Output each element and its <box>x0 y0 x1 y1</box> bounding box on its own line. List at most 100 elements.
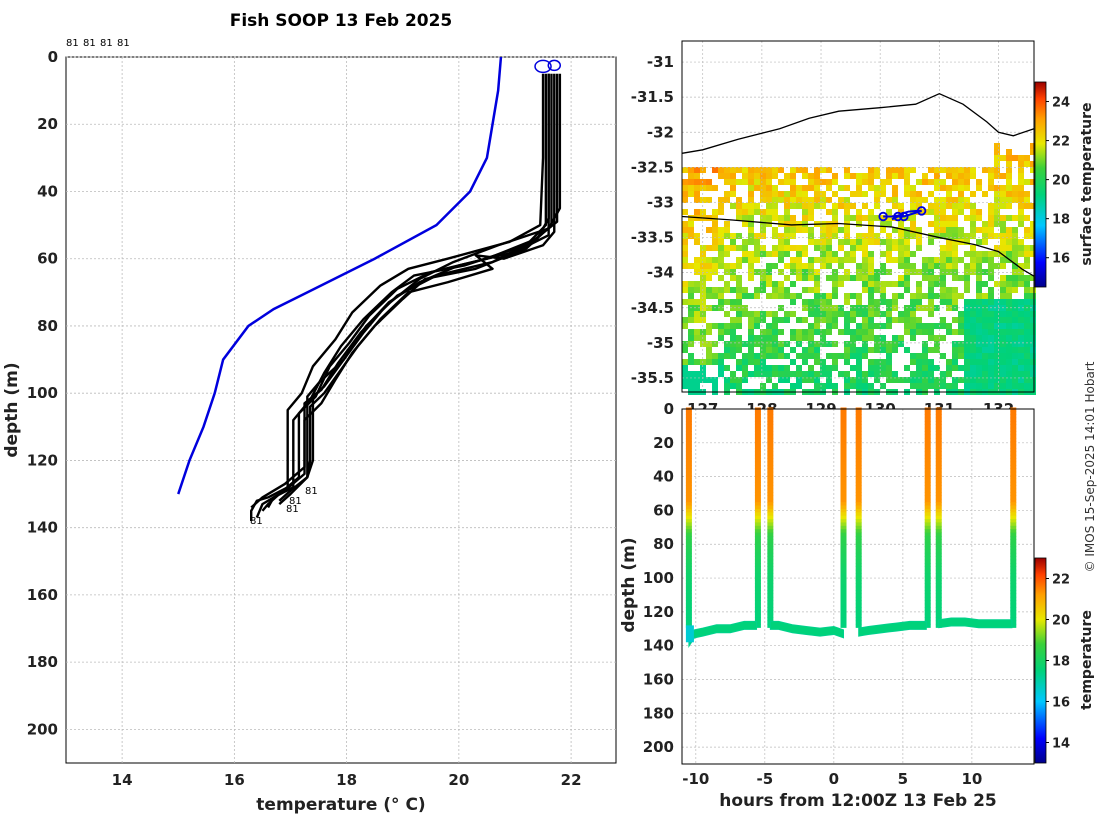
cast-sample <box>935 468 942 473</box>
sst-cell <box>910 197 916 203</box>
cast-sample <box>1010 464 1017 469</box>
sst-cell <box>724 341 730 347</box>
sst-cell <box>844 239 850 245</box>
sst-cell <box>1000 275 1006 281</box>
cast-sample <box>685 475 692 480</box>
sst-cell <box>934 257 940 263</box>
cast-sample <box>855 552 862 557</box>
sst-cell <box>964 347 970 353</box>
cast-sample <box>754 505 761 510</box>
sst-cell <box>772 329 778 335</box>
sst-cell <box>1024 281 1030 287</box>
cast-sample <box>754 414 761 419</box>
cast-sample <box>924 549 931 554</box>
sst-cell <box>982 293 988 299</box>
sst-cell <box>994 143 1000 149</box>
sst-cell <box>1030 245 1036 251</box>
cast-sample <box>924 525 931 530</box>
sst-cell <box>808 353 814 359</box>
cast-sample <box>1010 424 1017 429</box>
cast-sample <box>767 410 774 415</box>
sst-cell <box>808 287 814 293</box>
sst-cell <box>844 257 850 263</box>
sst-cell <box>760 353 766 359</box>
cast-sample <box>924 603 931 608</box>
cast-sample <box>935 539 942 544</box>
sst-cell <box>946 323 952 329</box>
sst-cell <box>898 173 904 179</box>
sst-cell <box>772 185 778 191</box>
cast-sample <box>685 532 692 537</box>
sst-cell <box>730 341 736 347</box>
sst-cell <box>1012 323 1018 329</box>
sst-cell <box>730 173 736 179</box>
sst-cell <box>916 371 922 377</box>
sst-cell <box>934 377 940 383</box>
sst-cell <box>952 173 958 179</box>
sst-cell <box>796 317 802 323</box>
sst-cell <box>712 293 718 299</box>
sst-cell <box>868 347 874 353</box>
sst-cell <box>994 317 1000 323</box>
sst-cell <box>856 311 862 317</box>
cast-sample <box>685 417 692 422</box>
sst-cell <box>814 173 820 179</box>
sst-cell <box>976 371 982 377</box>
sst-cell <box>868 239 874 245</box>
sst-cell <box>754 203 760 209</box>
sst-cell <box>736 359 742 365</box>
cast-sample <box>685 586 692 591</box>
sst-cell <box>850 215 856 221</box>
cast-sample <box>767 434 774 439</box>
cast-sample <box>685 566 692 571</box>
sst-cell <box>892 197 898 203</box>
sst-cell <box>724 365 730 371</box>
cast-sample <box>754 606 761 611</box>
sst-cell <box>982 323 988 329</box>
sst-cell <box>718 329 724 335</box>
cast-sample <box>685 454 692 459</box>
sst-cell <box>988 185 994 191</box>
sst-cell <box>1018 365 1024 371</box>
map-lines <box>681 92 1035 277</box>
cast-sample <box>935 417 942 422</box>
sst-cell <box>820 383 826 389</box>
cast-sample <box>855 532 862 537</box>
cast-sample <box>924 434 931 439</box>
sst-cell <box>934 227 940 233</box>
sst-cell <box>946 215 952 221</box>
sst-cell <box>820 239 826 245</box>
sst-cell <box>868 299 874 305</box>
sst-cell <box>934 383 940 389</box>
sst-cell <box>826 383 832 389</box>
cast-sample <box>924 542 931 547</box>
sst-cell <box>754 245 760 251</box>
sst-cell <box>682 251 688 257</box>
sst-cell <box>802 191 808 197</box>
sst-cell <box>1024 371 1030 377</box>
sst-cell <box>682 227 688 233</box>
sst-cell <box>976 227 982 233</box>
cast-sample <box>754 454 761 459</box>
sst-cell <box>694 191 700 197</box>
sst-cell <box>694 167 700 173</box>
sst-cell <box>742 293 748 299</box>
cast-sample <box>840 454 847 459</box>
cast-sample <box>840 431 847 436</box>
sst-cell <box>700 245 706 251</box>
cast-sample <box>1010 606 1017 611</box>
sst-cell <box>1012 251 1018 257</box>
cast-sample <box>855 566 862 571</box>
sst-cell <box>1024 311 1030 317</box>
cast-sample <box>685 502 692 507</box>
sst-cell <box>964 335 970 341</box>
sst-cell <box>958 317 964 323</box>
sst-cell <box>916 281 922 287</box>
sst-cell <box>934 179 940 185</box>
cast-sample <box>840 586 847 591</box>
sst-cell <box>898 245 904 251</box>
sst-cell <box>760 311 766 317</box>
cast-sample <box>840 606 847 611</box>
sst-cell <box>892 203 898 209</box>
sst-cell <box>832 203 838 209</box>
